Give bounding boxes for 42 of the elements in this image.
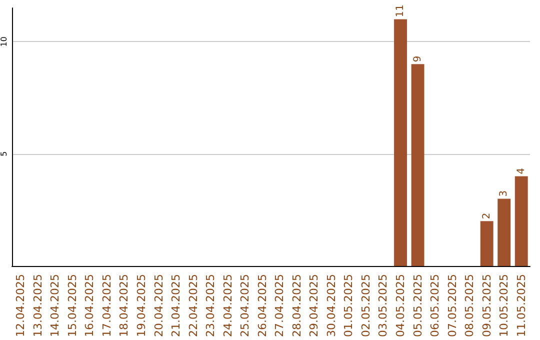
- x-tick-label: 15.04.2025: [66, 274, 79, 338]
- x-tick-label: 02.05.2025: [359, 274, 372, 338]
- bar: [394, 19, 407, 266]
- x-tick-label: 05.05.2025: [411, 274, 424, 338]
- y-tick-label: 10: [0, 36, 8, 47]
- bar: [514, 176, 528, 266]
- x-tick-label: 29.04.2025: [308, 274, 321, 338]
- x-tick-label: 10.05.2025: [498, 274, 511, 338]
- x-tick-label: 27.04.2025: [273, 274, 286, 338]
- x-tick-label: 06.05.2025: [428, 274, 442, 338]
- x-tick-label: 30.04.2025: [324, 274, 338, 338]
- bar: [480, 221, 494, 266]
- x-tick-label: 04.05.2025: [394, 274, 407, 338]
- x-tick-label: 25.04.2025: [238, 274, 252, 338]
- data-label: 3: [498, 190, 510, 197]
- x-tick-label: 20.04.2025: [152, 274, 166, 338]
- x-tick-label: 19.04.2025: [135, 274, 148, 338]
- x-tick-label: 03.05.2025: [376, 274, 390, 338]
- x-tick-label: 21.04.2025: [170, 274, 183, 338]
- x-tick-label: 18.04.2025: [118, 274, 131, 338]
- data-label: 9: [412, 56, 424, 62]
- x-tick-label: 16.04.2025: [83, 274, 96, 338]
- x-tick-label: 23.04.2025: [204, 274, 218, 338]
- x-tick-label: 28.04.2025: [290, 274, 304, 338]
- x-tick-label: 07.05.2025: [446, 274, 459, 338]
- x-tick-label: 14.04.2025: [48, 274, 62, 338]
- bar: [498, 198, 511, 266]
- data-label: 11: [395, 4, 406, 18]
- x-tick-label: 09.05.2025: [480, 274, 494, 338]
- x-tick-label: 26.04.2025: [256, 274, 269, 338]
- x-tick-label: 08.05.2025: [463, 274, 476, 338]
- x-tick-label: 01.05.2025: [342, 274, 356, 338]
- x-tick-label: 13.04.2025: [31, 274, 44, 338]
- data-label: 2: [481, 212, 492, 220]
- x-tick-label: 11.05.2025: [514, 274, 528, 338]
- bar: [411, 64, 424, 266]
- y-tick-label: 5: [0, 151, 8, 156]
- data-label: 4: [516, 168, 527, 174]
- x-tick-label: 24.04.2025: [221, 274, 234, 338]
- x-tick-label: 17.04.2025: [100, 274, 114, 338]
- x-tick-label: 22.04.2025: [186, 274, 200, 338]
- x-tick-label: 12.04.2025: [14, 274, 28, 338]
